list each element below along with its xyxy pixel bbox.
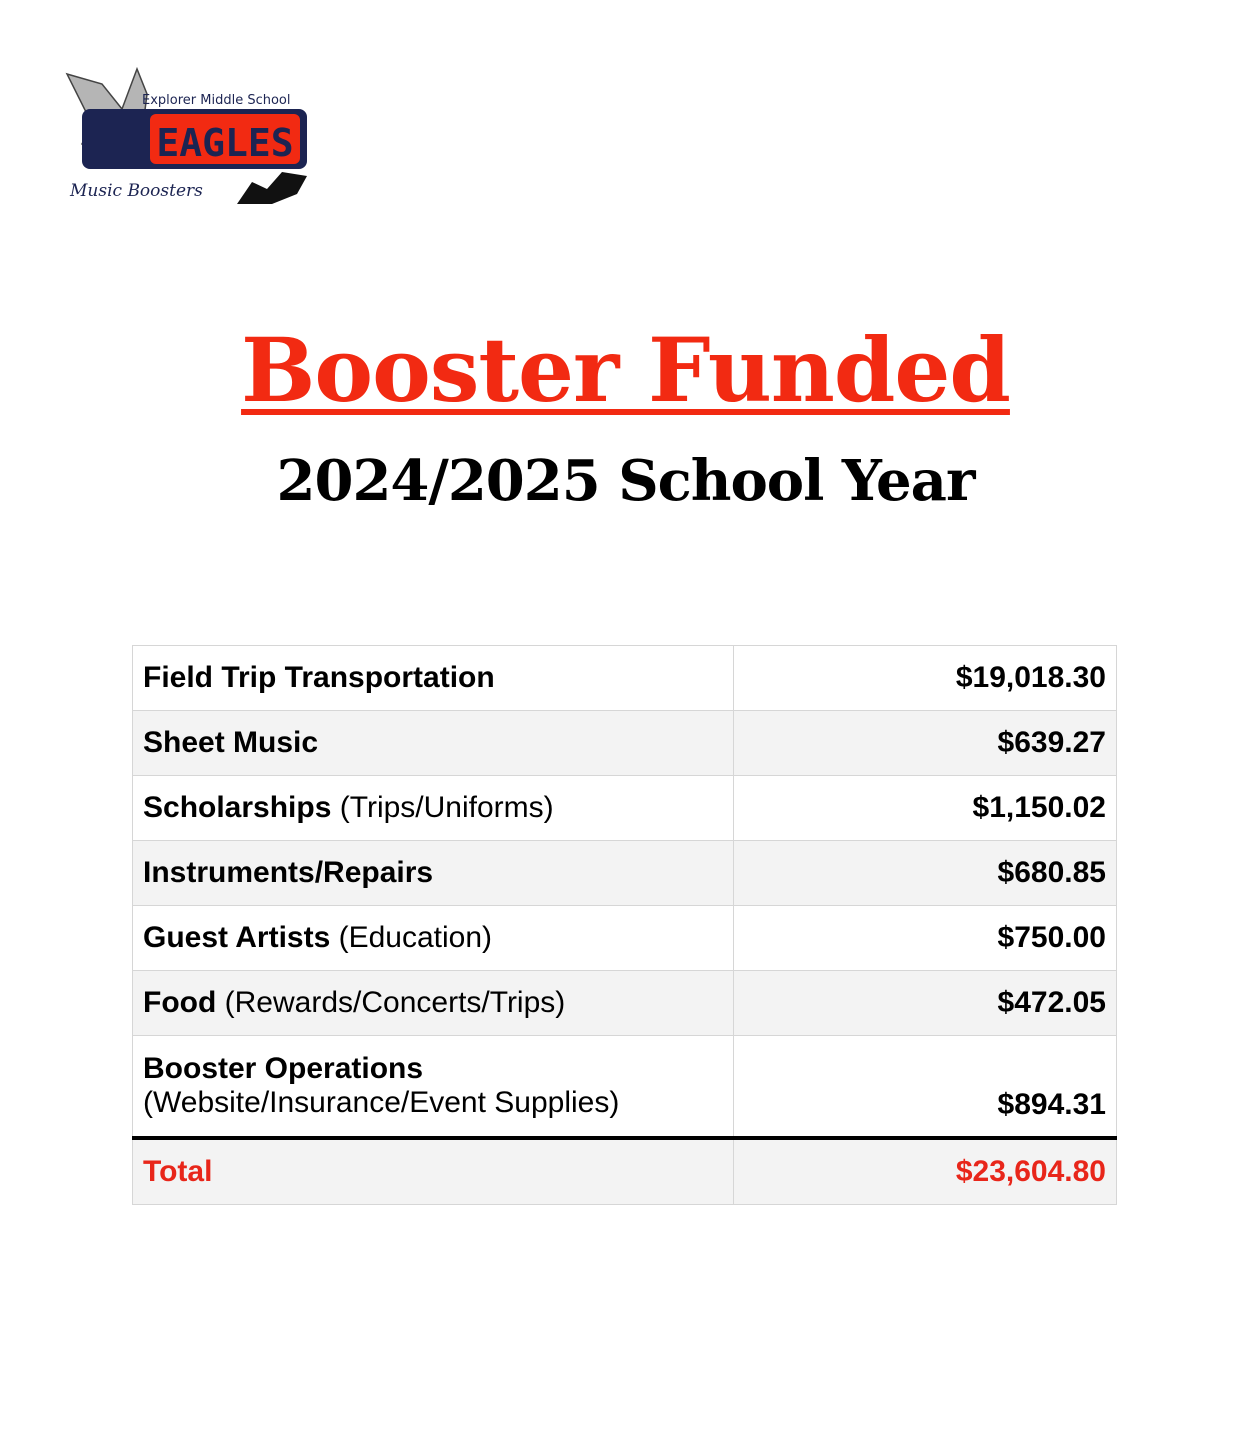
total-amount: $23,604.80 [733, 1135, 1117, 1205]
svg-text:Explorer Middle School: Explorer Middle School [142, 93, 291, 108]
total-label: Total [132, 1135, 734, 1205]
total-row: Total $23,604.80 [132, 1135, 1117, 1205]
table-row: Scholarships (Trips/Uniforms) $1,150.02 [132, 775, 1117, 841]
table-row: Food (Rewards/Concerts/Trips) $472.05 [132, 970, 1117, 1036]
table-row: Field Trip Transportation $19,018.30 [132, 645, 1117, 711]
table-row: Sheet Music $639.27 [132, 710, 1117, 776]
table-row: Guest Artists (Education) $750.00 [132, 905, 1117, 971]
table-row: Booster Operations (Website/Insurance/Eve… [132, 1035, 1117, 1138]
table-row: Instruments/Repairs $680.85 [132, 840, 1117, 906]
svg-text:EAGLES: EAGLES [156, 121, 293, 165]
eagles-music-boosters-logo: Explorer Middle School EAGLES Music Boos… [65, 66, 307, 204]
budget-table: Field Trip Transportation $19,018.30 Shee… [132, 645, 1117, 1205]
page-title: Booster Funded [241, 318, 1011, 422]
svg-text:Music Boosters: Music Boosters [69, 181, 203, 201]
page-subtitle: 2024/2025 School Year [276, 448, 976, 514]
